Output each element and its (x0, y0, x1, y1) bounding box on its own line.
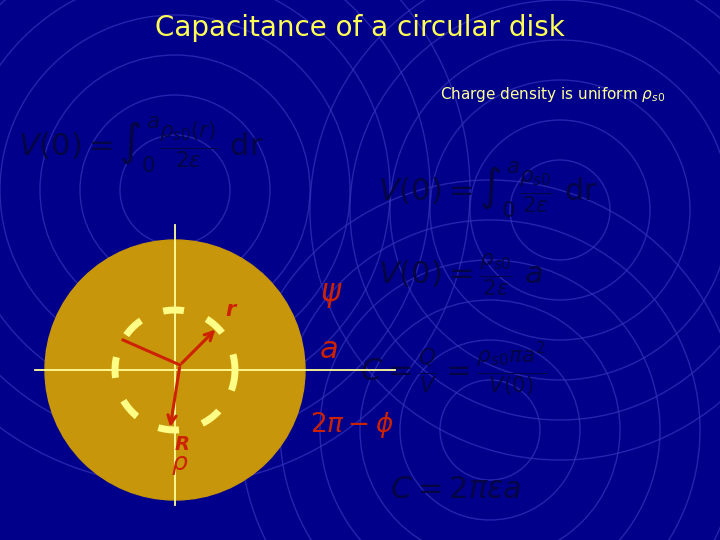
Text: $2\pi - \phi$: $2\pi - \phi$ (310, 410, 394, 440)
Text: r: r (225, 300, 235, 320)
Text: $\rho$: $\rho$ (171, 453, 189, 477)
Text: Charge density is uniform $\rho_{s0}$: Charge density is uniform $\rho_{s0}$ (440, 85, 665, 105)
Text: $C = \frac{Q}{V} = \frac{\rho_{s0}\pi a^2}{V(0)}$: $C = \frac{Q}{V} = \frac{\rho_{s0}\pi a^… (360, 340, 547, 400)
Text: R: R (175, 435, 190, 454)
Text: $V(0) = \int_0^a \frac{\rho_{s0}(r)}{2\varepsilon}\ \mathrm{dr}$: $V(0) = \int_0^a \frac{\rho_{s0}(r)}{2\v… (18, 115, 264, 175)
Text: $C = 2\pi\varepsilon a$: $C = 2\pi\varepsilon a$ (390, 476, 522, 504)
Text: $\psi$: $\psi$ (320, 280, 343, 309)
Text: Capacitance of a circular disk: Capacitance of a circular disk (155, 14, 565, 42)
Text: $V(0) = \frac{\rho_{s0}}{2\varepsilon}\ a$: $V(0) = \frac{\rho_{s0}}{2\varepsilon}\ … (378, 252, 544, 298)
Text: $V(0) = \int_0^a \frac{\rho_{s0}}{2\varepsilon}\ \mathrm{dr}$: $V(0) = \int_0^a \frac{\rho_{s0}}{2\vare… (378, 160, 598, 220)
Circle shape (45, 240, 305, 500)
Text: a: a (320, 335, 338, 364)
